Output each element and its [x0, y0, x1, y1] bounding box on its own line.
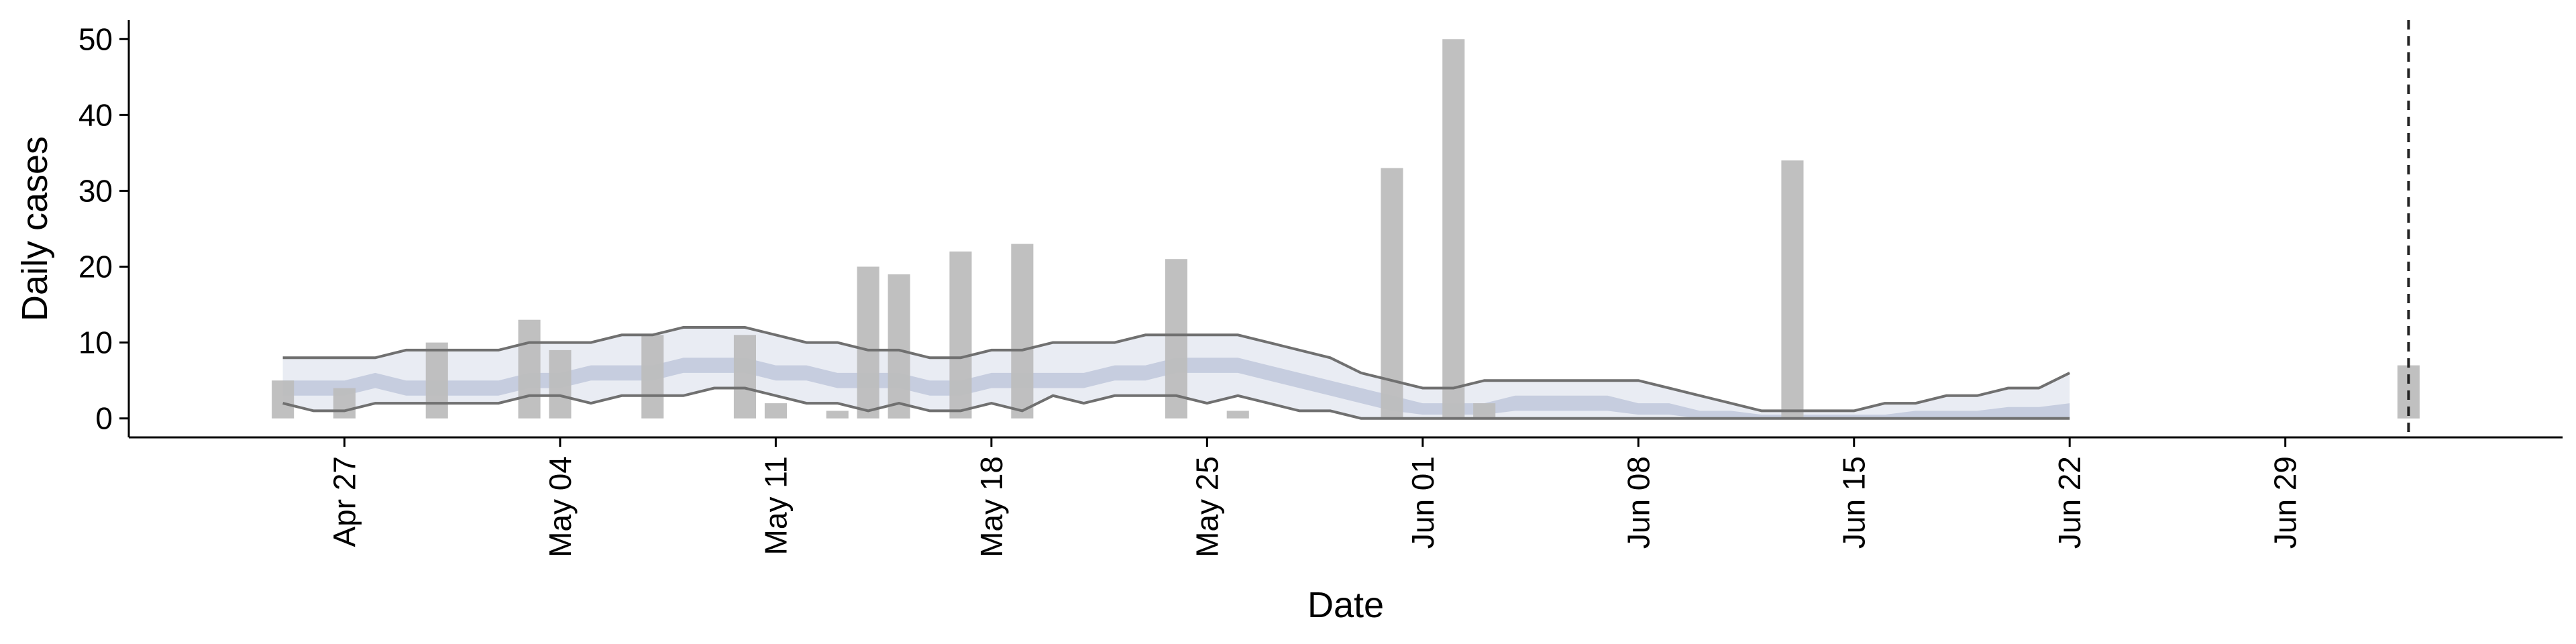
case-bar: [764, 403, 787, 419]
x-tick-label: Jun 22: [2052, 456, 2087, 549]
x-tick-label: May 25: [1189, 456, 1224, 557]
x-axis-title: Date: [1307, 585, 1384, 625]
y-tick-label: 20: [78, 250, 113, 284]
case-bar: [1442, 39, 1465, 419]
y-tick-label: 30: [78, 173, 113, 208]
case-bar: [1165, 259, 1187, 419]
case-bar: [425, 342, 448, 419]
interval-lines: [282, 326, 2071, 420]
inner-interval-band: [282, 358, 2070, 419]
case-bar: [1473, 403, 1496, 419]
x-axis-ticks: Apr 27 May 04 May 11 May 18 May 25 Jun 01 Jun …: [327, 437, 2303, 557]
case-bar: [641, 335, 664, 419]
case-bar: [518, 319, 541, 419]
lower-interval-line: [282, 386, 2070, 420]
x-tick-label: May 11: [758, 456, 793, 555]
y-tick-label: 10: [78, 325, 113, 360]
case-bar: [549, 350, 572, 419]
case-bar: [826, 411, 849, 419]
case-bars: [272, 39, 2420, 419]
case-bar: [888, 274, 910, 419]
case-bar: [333, 388, 356, 419]
y-axis-ticks: 0 10 20 30 40 50: [78, 21, 129, 436]
case-bar: [1011, 244, 1034, 419]
x-tick-label: Apr 27: [327, 456, 362, 547]
case-bar: [949, 251, 972, 419]
case-bar: [272, 380, 294, 419]
x-tick-label: May 04: [543, 456, 578, 557]
y-axis-title: Daily cases: [15, 136, 55, 321]
x-tick-label: Jun 08: [1621, 456, 1656, 549]
x-tick-label: May 18: [974, 456, 1009, 557]
case-bar: [857, 266, 879, 419]
y-tick-label: 50: [78, 21, 113, 56]
y-tick-label: 40: [78, 97, 113, 132]
case-bar: [733, 335, 756, 419]
case-bar: [1781, 160, 1804, 419]
x-tick-label: Jun 29: [2268, 456, 2303, 549]
x-tick-label: Jun 15: [1837, 456, 1872, 549]
upper-interval-line: [282, 326, 2071, 413]
case-bar: [1226, 411, 1249, 419]
case-bar: [1381, 168, 1403, 419]
x-tick-label: Jun 01: [1405, 456, 1440, 549]
axes: 0 10 20 30 40 50 Apr 27 May 04 May 11 May 18 May …: [78, 20, 2563, 557]
y-tick-label: 0: [95, 401, 113, 436]
